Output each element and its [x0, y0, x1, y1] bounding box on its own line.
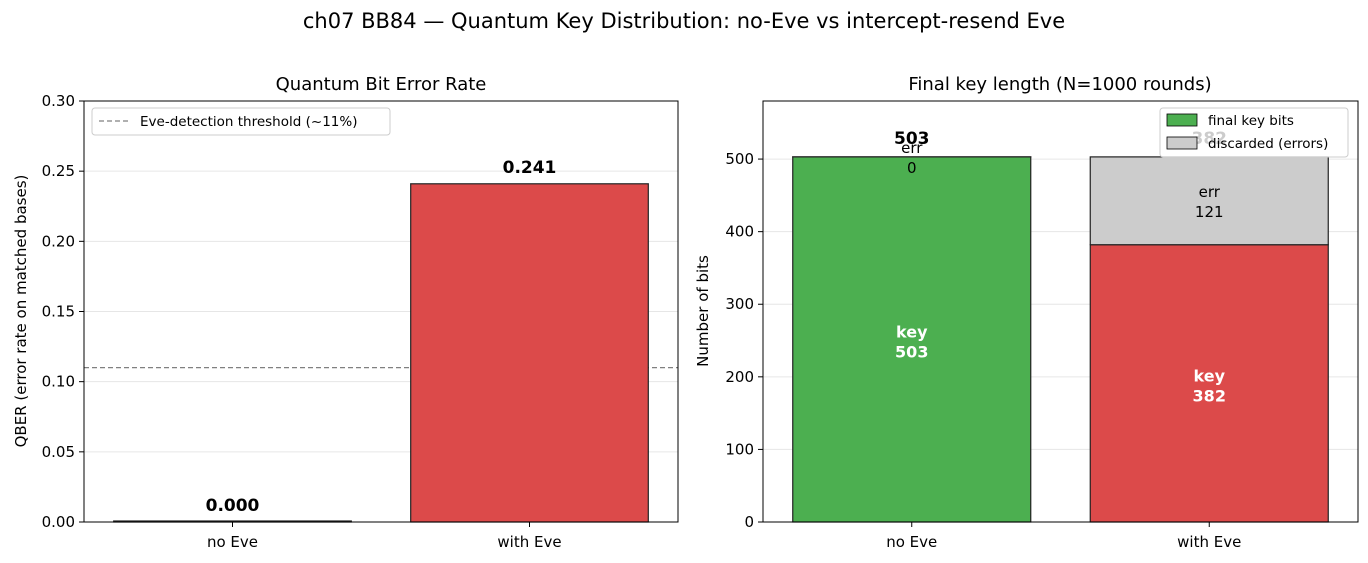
keylen-y-axis-label: Number of bits: [694, 255, 712, 367]
keylen-key-label-value: 382: [1193, 386, 1226, 405]
keylen-key-bar: [792, 156, 1032, 523]
keylen-y-tick-label: 0: [744, 513, 754, 531]
qber-legend: Eve-detection threshold (~11%): [91, 107, 391, 136]
qber-y-tick-label: 0.30: [42, 92, 75, 110]
qber-x-tick-label: no Eve: [207, 533, 258, 551]
qber-bars: [113, 183, 649, 523]
qber-y-tick-label: 0.10: [42, 373, 75, 391]
keylen-x-axis: no Eve with Eve: [886, 522, 1241, 551]
keylen-key-bar: [1089, 244, 1329, 523]
keylen-key-label-prefix: key: [1194, 366, 1226, 385]
keylen-x-tick-label: no Eve: [886, 533, 937, 551]
qber-legend-threshold-label: Eve-detection threshold (~11%): [140, 114, 357, 130]
keylen-legend: final key bits discarded (errors): [1159, 107, 1349, 158]
keylen-err-label-prefix: err: [1199, 183, 1221, 201]
keylen-y-axis: 0 100 200 300 400 500: [725, 150, 763, 531]
qber-y-tick-label: 0.15: [42, 303, 75, 321]
keylen-plot-frame: [762, 100, 1359, 523]
keylen-bars: [792, 156, 1329, 523]
qber-y-tick-label: 0.25: [42, 162, 75, 180]
qber-legend-box: [91, 107, 391, 136]
keylen-legend-err-label: discarded (errors): [1208, 136, 1328, 152]
keylen-y-tick-label: 300: [725, 295, 754, 313]
qber-y-tick-label: 0.00: [42, 513, 75, 531]
keylen-legend-box: [1159, 107, 1349, 158]
qber-y-tick-label: 0.20: [42, 232, 75, 250]
keylen-y-tick-label: 200: [725, 368, 754, 386]
keylen-legend-key-swatch: [1166, 113, 1198, 127]
keylen-err-label-value: 0: [907, 159, 917, 177]
keylen-top-label: 503: [894, 129, 930, 149]
keylen-chart-title: Final key length (N=1000 rounds): [908, 74, 1211, 95]
figure-suptitle: ch07 BB84 — Quantum Key Distribution: no…: [303, 9, 1065, 33]
keylen-key-label-value: 503: [895, 342, 928, 361]
keylen-key-label-prefix: key: [896, 322, 928, 341]
qber-x-axis: no Eve with Eve: [207, 522, 562, 551]
keylen-legend-err-swatch: [1166, 136, 1198, 150]
qber-value-labels: 0.000 0.241: [206, 158, 557, 516]
keylen-err-label-prefix: err: [901, 139, 923, 157]
qber-chart-title: Quantum Bit Error Rate: [276, 74, 487, 95]
qber-y-axis-label: QBER (error rate on matched bases): [12, 175, 30, 448]
keylen-chart: Final key length (N=1000 rounds) key503e…: [694, 74, 1359, 551]
qber-bar: [410, 183, 649, 523]
keylen-x-tick-label: with Eve: [1177, 533, 1241, 551]
qber-value-label: 0.000: [206, 496, 260, 516]
keylen-err-label-value: 121: [1195, 203, 1224, 221]
qber-y-tick-label: 0.05: [42, 443, 75, 461]
keylen-legend-key-label: final key bits: [1208, 113, 1294, 129]
qber-y-axis: 0.00 0.05 0.10 0.15 0.20 0.25 0.30: [42, 92, 84, 531]
keylen-y-tick-label: 100: [725, 440, 754, 458]
qber-x-tick-label: with Eve: [497, 533, 561, 551]
qber-value-label: 0.241: [503, 158, 557, 178]
keylen-y-tick-label: 500: [725, 150, 754, 168]
keylen-y-tick-label: 400: [725, 223, 754, 241]
